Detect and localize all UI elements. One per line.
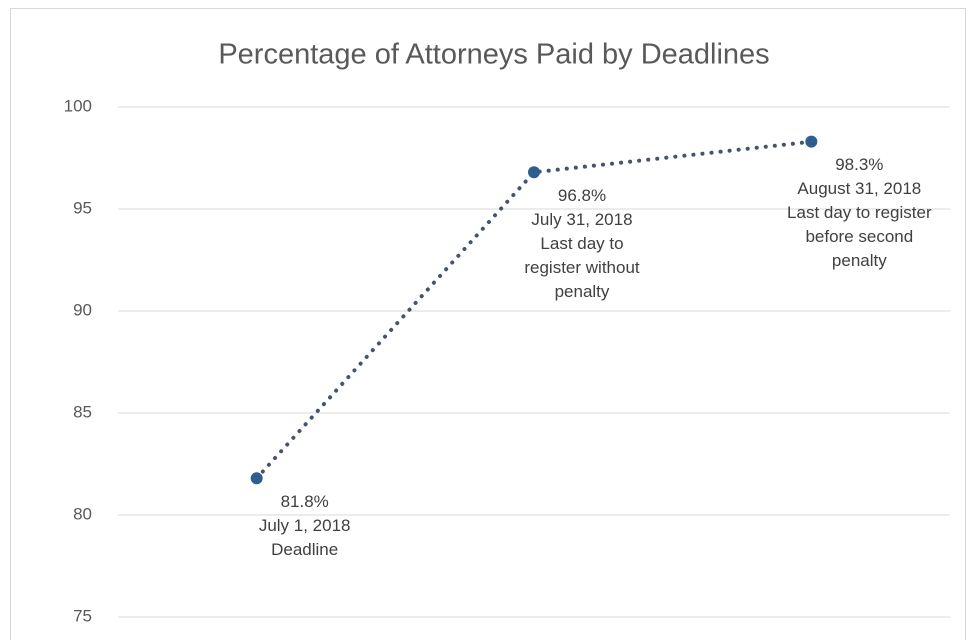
data-point xyxy=(250,472,263,485)
chart-border xyxy=(10,8,966,640)
y-tick-label: 75 xyxy=(73,606,92,625)
data-label: 98.3% xyxy=(835,155,883,174)
data-label-description: before second xyxy=(805,227,913,246)
y-tick-label: 90 xyxy=(73,300,92,319)
data-label-description: penalty xyxy=(555,282,610,301)
data-point xyxy=(528,166,540,179)
data-label: 96.8% xyxy=(558,186,606,205)
data-line xyxy=(254,139,814,481)
data-label-description: penalty xyxy=(832,251,887,270)
y-tick-label: 100 xyxy=(64,96,92,115)
data-point xyxy=(805,135,818,148)
data-label-date: July 31, 2018 xyxy=(531,210,632,229)
chart-title: Percentage of Attorneys Paid by Deadline… xyxy=(218,39,769,71)
data-label: 81.8% xyxy=(281,492,329,511)
data-label-description: Deadline xyxy=(271,540,338,559)
y-tick-label: 85 xyxy=(73,402,92,421)
y-tick-label: 80 xyxy=(73,504,92,523)
data-label-date: July 1, 2018 xyxy=(259,516,351,535)
data-label-description: register without xyxy=(524,258,640,277)
data-label-date: August 31, 2018 xyxy=(797,179,921,198)
data-label-description: Last day to xyxy=(540,234,623,253)
y-tick-label: 95 xyxy=(73,198,92,217)
data-label-description: Last day to register xyxy=(787,203,932,222)
